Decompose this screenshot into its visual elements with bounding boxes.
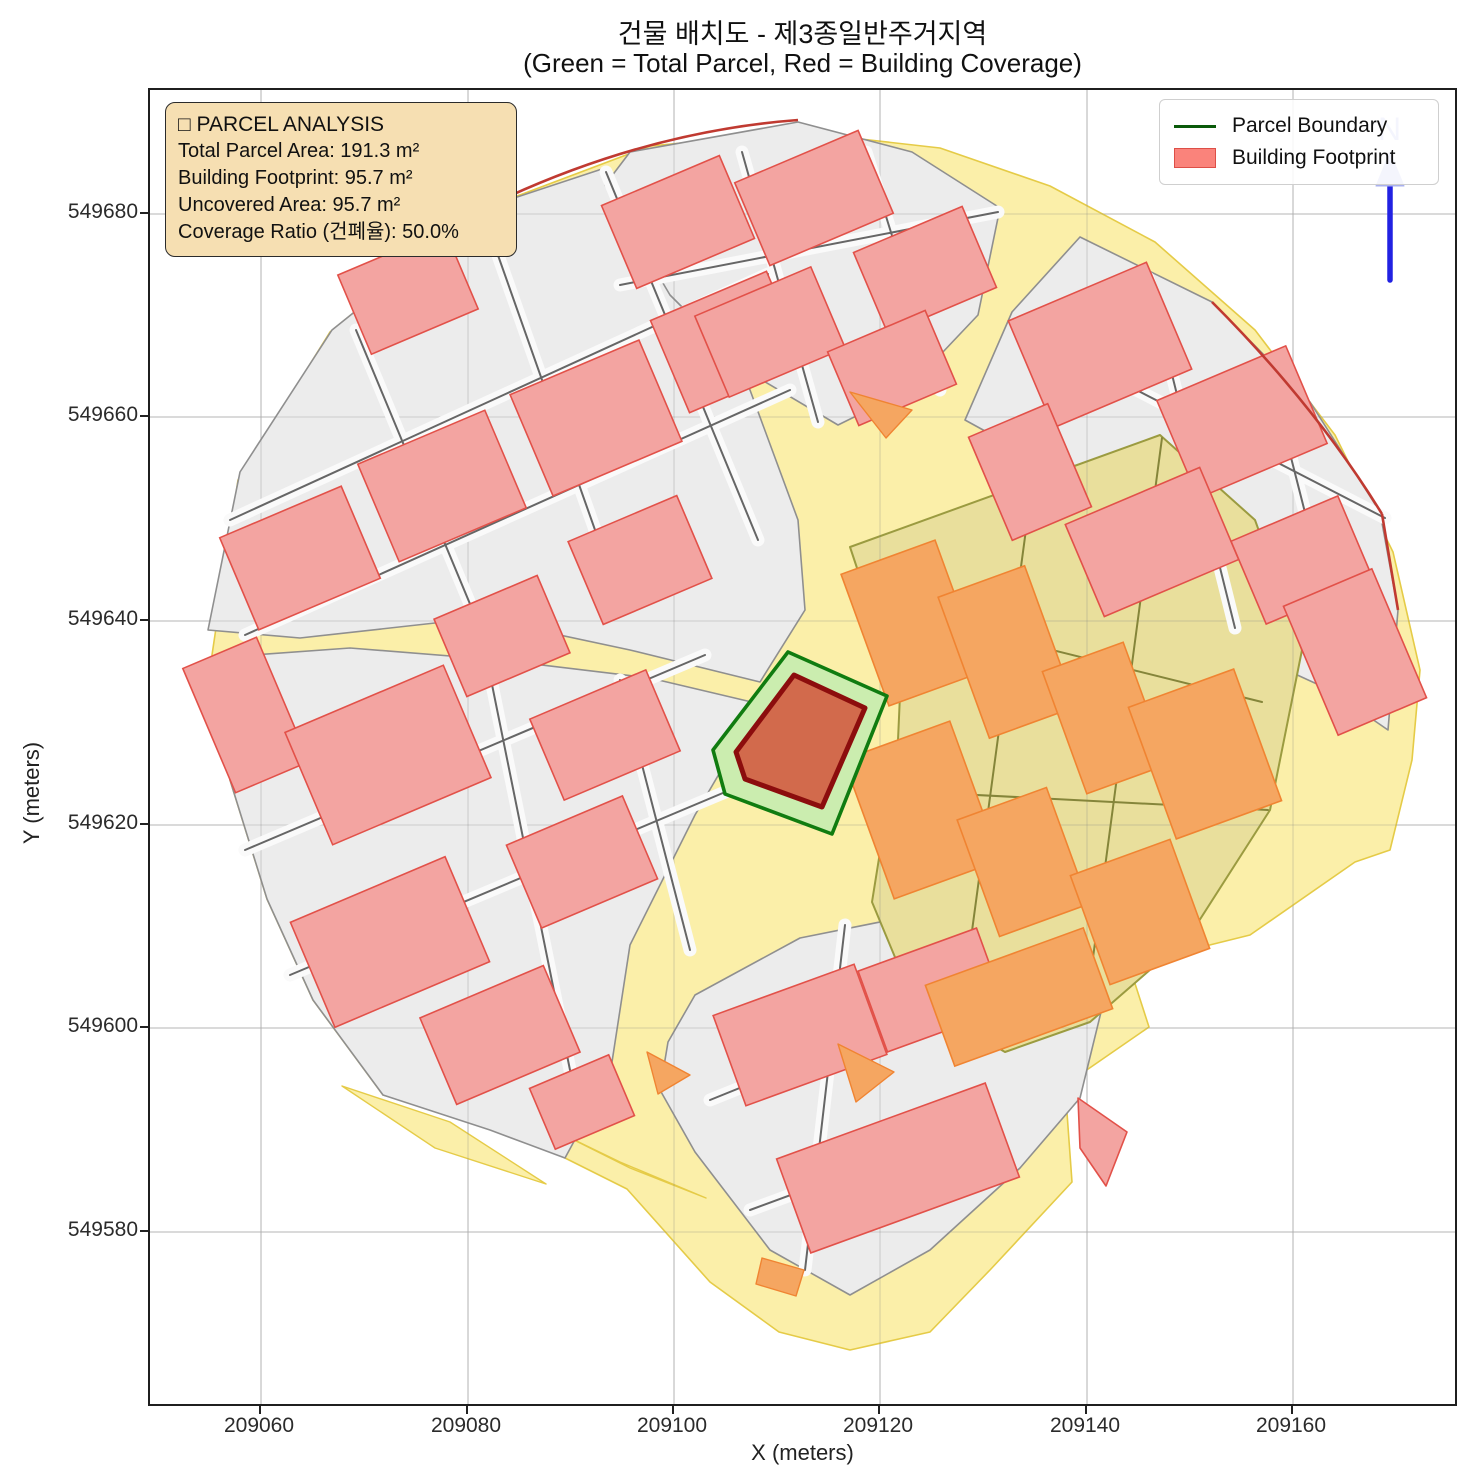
total-parcel-area: Total Parcel Area: 191.3 m²: [178, 140, 420, 162]
y-tick-label: 549600: [67, 1014, 138, 1037]
y-tick-label: 549680: [67, 200, 138, 223]
building: [1155, 344, 1329, 500]
y-tick-mark: [140, 1230, 148, 1232]
y-axis-label: Y (meters): [19, 741, 44, 845]
building: [567, 494, 713, 626]
building-orange: [837, 1043, 895, 1103]
building: [733, 129, 895, 267]
plot-area: N □ PARCEL ANALYSIS Total Parcel Area: 1…: [148, 88, 1457, 1406]
building-orange: [755, 1257, 805, 1297]
legend-item-building-footprint: Building Footprint: [1174, 142, 1424, 174]
building-orange: [1069, 838, 1211, 986]
x-tick-mark: [1291, 1406, 1293, 1414]
y-tick-mark: [140, 212, 148, 214]
building-orange: [646, 1051, 691, 1095]
building: [283, 664, 493, 846]
x-tick-mark: [672, 1406, 674, 1414]
building: [528, 668, 682, 802]
x-tick-mark: [466, 1406, 468, 1414]
x-tick-label: 209120: [842, 1414, 914, 1437]
building-footprint-area: Building Footprint: 95.7 m²: [178, 167, 413, 189]
parcel-boundary-line-swatch: [1174, 124, 1216, 128]
building: [418, 964, 582, 1106]
building: [1077, 1097, 1128, 1187]
road-sliver: [341, 1085, 547, 1185]
parcel-analysis-title: □ PARCEL ANALYSIS: [178, 113, 385, 136]
road-sliver: [557, 1131, 707, 1199]
buffer-rim: [483, 118, 799, 210]
chart-title: 건물 배치도 - 제3종일반주거지역: [617, 19, 988, 49]
building: [1007, 261, 1193, 429]
uncovered-area: Uncovered Area: 95.7 m²: [178, 194, 401, 216]
building: [1064, 466, 1240, 618]
building: [852, 205, 998, 335]
y-tick-label: 549660: [67, 403, 138, 426]
building-orange: [956, 786, 1090, 938]
x-tick-label: 209160: [1255, 1414, 1327, 1437]
legend-label: Parcel Boundary: [1232, 114, 1388, 137]
y-tick-label: 549640: [67, 607, 138, 630]
legend: Parcel Boundary Building Footprint: [1159, 99, 1439, 185]
y-tick-mark: [140, 415, 148, 417]
x-tick-mark: [878, 1406, 880, 1414]
building: [693, 265, 847, 399]
chart-subtitle: (Green = Total Parcel, Red = Building Co…: [523, 48, 1082, 78]
building-orange: [937, 564, 1077, 740]
buffer-rim: [1380, 513, 1400, 611]
x-tick-label: 209080: [430, 1414, 502, 1437]
building-orange: [842, 720, 1002, 900]
x-tick-mark: [259, 1406, 261, 1414]
building: [712, 963, 888, 1107]
building-footprint-patch-swatch: [1174, 148, 1216, 168]
building-orange: [849, 391, 913, 439]
y-tick-mark: [140, 823, 148, 825]
buffer-rim: [1211, 301, 1384, 515]
building-orange: [924, 926, 1114, 1068]
y-tick-label: 549580: [67, 1218, 138, 1241]
building: [356, 409, 528, 563]
parcel-analysis-box: □ PARCEL ANALYSIS Total Parcel Area: 191…: [165, 102, 517, 257]
x-tick-mark: [1085, 1406, 1087, 1414]
y-tick-mark: [140, 619, 148, 621]
building: [181, 636, 311, 794]
coverage-ratio: Coverage Ratio (건폐율): 50.0%: [178, 221, 459, 243]
building: [218, 485, 382, 631]
x-tick-label: 209140: [1049, 1414, 1121, 1437]
building: [1282, 567, 1428, 737]
building: [289, 855, 491, 1029]
x-axis-label: X (meters): [751, 1440, 854, 1465]
y-tick-label: 549620: [67, 811, 138, 834]
building: [505, 794, 659, 930]
building-orange: [1127, 668, 1283, 840]
y-tick-mark: [140, 1026, 148, 1028]
map-canvas: N: [150, 90, 1455, 1404]
legend-item-parcel-boundary: Parcel Boundary: [1174, 110, 1424, 142]
building-footprint: [733, 672, 868, 810]
legend-label: Building Footprint: [1232, 146, 1396, 169]
building: [432, 574, 572, 698]
building: [775, 1082, 1021, 1254]
x-tick-label: 209100: [636, 1414, 708, 1437]
x-tick-label: 209060: [223, 1414, 295, 1437]
building: [528, 1053, 636, 1151]
building: [600, 154, 756, 290]
building: [509, 338, 683, 498]
building: [967, 402, 1093, 542]
